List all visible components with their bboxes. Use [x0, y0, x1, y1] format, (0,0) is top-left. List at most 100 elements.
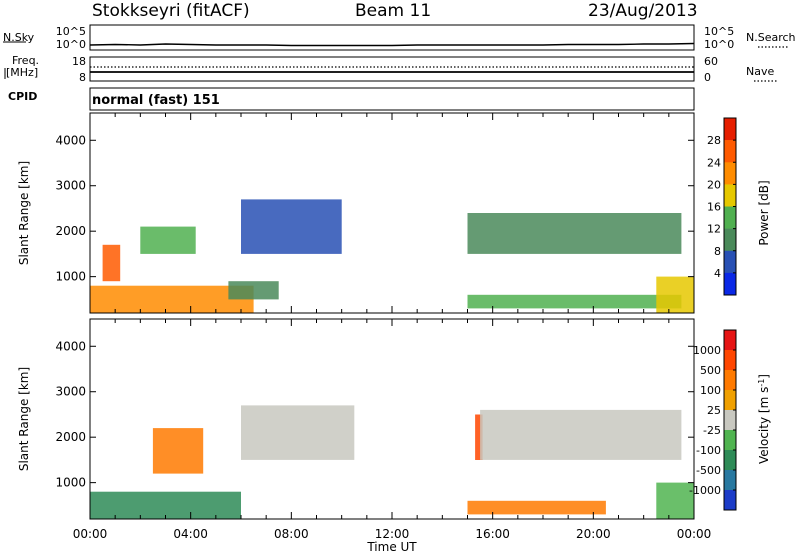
y-tick-label: 4000 [55, 133, 86, 147]
x-tick-label: 04:00 [173, 527, 208, 541]
data-region [140, 226, 196, 254]
cpid-label: CPID [8, 90, 38, 103]
y-tick-label: 3000 [55, 179, 86, 193]
noise-left-tick-top: 10^5 [56, 25, 86, 38]
data-region [90, 491, 241, 519]
power-data-layer [90, 199, 695, 313]
data-region [467, 500, 606, 515]
power-colorbar: 4 8 12 16 20 24 28 [707, 117, 737, 296]
colorbar-tick-label: 12 [707, 223, 721, 236]
colorbar-tick-label: 500 [700, 364, 721, 377]
freq-left-tick-bottom: 8 [79, 71, 86, 84]
colorbar-frame [723, 329, 737, 511]
colorbar-cell [724, 430, 736, 451]
power-panel: 1000 2000 3000 4000 Slant Range [km] [17, 112, 695, 314]
colorbar-cell [724, 350, 736, 371]
colorbar-cell [724, 370, 736, 391]
colorbar-cell [724, 330, 736, 351]
velocity-y-axis-label: Slant Range [km] [17, 367, 31, 471]
x-tick-label: 00:00 [73, 527, 108, 541]
x-tick-label: 12:00 [375, 527, 410, 541]
y-tick-label: 2000 [55, 430, 86, 444]
colorbar-cell [724, 206, 736, 229]
x-tick-label: 08:00 [274, 527, 309, 541]
noise-panel: 10^5 10^0 10^5 10^0 [3, 24, 788, 51]
y-tick-label: 1000 [55, 270, 86, 284]
data-region [241, 405, 355, 460]
beam-title: Beam 11 [355, 1, 432, 21]
noise-left-tick-bottom: 10^0 [56, 38, 86, 51]
x-tick-label: 16:00 [475, 527, 510, 541]
colorbar-tick-label: 8 [714, 245, 721, 258]
data-region [467, 213, 682, 254]
colorbar-tick-label: -1000 [689, 484, 721, 497]
colorbar-cell [724, 250, 736, 274]
power-y-axis-label: Slant Range [km] [17, 161, 31, 265]
colorbar-tick-label: 4 [714, 267, 721, 280]
y-tick-label: 1000 [55, 476, 86, 490]
colorbar-cell [724, 118, 736, 141]
noise-sky-label: N.Sky [3, 31, 35, 44]
colorbar-tick-label: -100 [696, 444, 721, 457]
x-axis-label: Time UT [366, 540, 417, 554]
data-region [656, 482, 695, 519]
colorbar-cell [724, 390, 736, 411]
colorbar-tick-label: 20 [707, 178, 721, 191]
colorbar-cell [724, 470, 736, 491]
data-region [102, 244, 121, 282]
station-title: Stokkseyri (fitACF) [92, 1, 250, 21]
velocity-colorbar: 1000 500 100 25 -25 -100 -500 -1000 [689, 329, 737, 511]
freq-right-tick-top: 60 [704, 55, 718, 68]
colorbar-tick-label: 24 [707, 156, 721, 169]
colorbar-tick-label: 25 [707, 404, 721, 417]
program-label: normal (fast) 151 [92, 93, 220, 108]
colorbar-tick-label: 100 [700, 384, 721, 397]
power-colorbar-label: Power [dB] [757, 180, 771, 245]
freq-panel-frame [89, 56, 695, 82]
x-axis-tick-labels: 00:00 04:00 08:00 12:00 16:00 20:00 00:00 [73, 527, 712, 541]
freq-left-tick-top: 18 [72, 55, 86, 68]
colorbar-cell [724, 184, 736, 207]
colorbar-cell [724, 450, 736, 471]
colorbar-cell [724, 410, 736, 431]
date-title: 23/Aug/2013 [588, 1, 698, 21]
data-region [656, 276, 695, 313]
x-tick-label: 00:00 [677, 527, 712, 541]
nave-label: Nave [746, 65, 775, 78]
freq-label: Freq. [12, 54, 40, 67]
noise-search-label: N.Search [746, 31, 796, 44]
colorbar-cell [724, 272, 736, 296]
y-tick-label: 4000 [55, 339, 86, 353]
velocity-panel: 1000 2000 3000 4000 Slant Range [km] [17, 318, 695, 520]
x-tick-label: 20:00 [576, 527, 611, 541]
freq-unit-label: [MHz] [6, 66, 39, 79]
data-region [152, 428, 204, 474]
data-region [241, 199, 342, 254]
data-region [480, 409, 682, 460]
cpid-panel-frame [89, 87, 695, 111]
data-region [228, 281, 279, 300]
colorbar-cell [724, 228, 736, 251]
colorbar-cell [724, 162, 736, 185]
freq-panel: 18 8 60 0 [4, 55, 778, 84]
freq-right-tick-bottom: 0 [704, 71, 711, 84]
data-region [467, 294, 682, 309]
colorbar-tick-label: -500 [696, 464, 721, 477]
y-tick-label: 2000 [55, 224, 86, 238]
colorbar-tick-label: 16 [707, 201, 721, 214]
colorbar-cell [724, 490, 736, 511]
noise-line [89, 42, 695, 47]
velocity-colorbar-label: Velocity [m s-1] [757, 374, 771, 464]
data-region [475, 414, 483, 460]
colorbar-tick-label: 28 [707, 134, 721, 147]
noise-right-tick-top: 10^5 [704, 25, 734, 38]
data-region [90, 285, 254, 313]
noise-right-tick-bottom: 10^0 [704, 38, 734, 51]
colorbar-cell [724, 140, 736, 163]
velocity-data-layer [90, 405, 695, 519]
colorbar-tick-label: -25 [703, 424, 721, 437]
noise-panel-frame [89, 24, 695, 51]
colorbar-tick-label: 1000 [693, 344, 721, 357]
y-tick-label: 3000 [55, 385, 86, 399]
